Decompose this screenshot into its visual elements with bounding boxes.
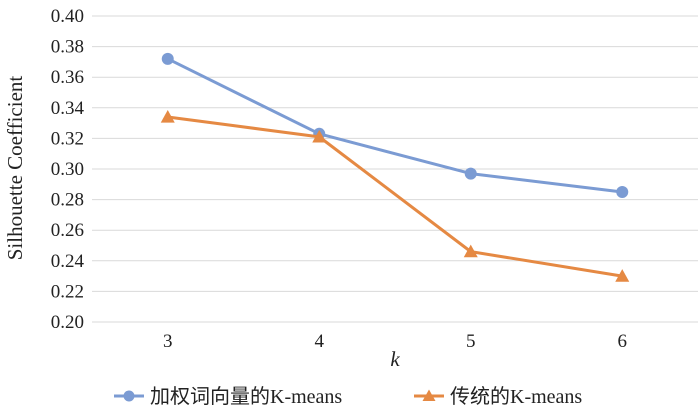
- gridlines: [92, 15, 698, 323]
- data-point-circle: [161, 52, 174, 65]
- y-tick-label: 0.28: [51, 190, 84, 211]
- x-tick-label: 3: [163, 331, 173, 352]
- legend-label-series-2: 传统的K-means: [450, 385, 582, 408]
- y-tick-label: 0.26: [51, 220, 84, 241]
- x-tick-label: 5: [466, 331, 476, 352]
- y-tick-labels: 0.20 0.22 0.24 0.26 0.28 0.30 0.32 0.34 0.36 0.38…: [51, 6, 85, 333]
- x-tick-label: 6: [618, 331, 628, 352]
- series-line-2: [167, 115, 623, 278]
- y-tick-label: 0.32: [51, 128, 84, 149]
- y-tick-label: 0.40: [51, 6, 84, 27]
- data-point-circle: [616, 185, 629, 198]
- y-tick-label: 0.38: [51, 37, 84, 58]
- legend-label-series-1: 加权词向量的K-means: [150, 385, 342, 408]
- legend-item-series-1: 加权词向量的K-means: [114, 385, 342, 408]
- y-tick-label: 0.30: [51, 159, 84, 180]
- series-lines: [160, 52, 630, 282]
- y-tick-label: 0.22: [51, 281, 84, 302]
- legend-item-series-2: 传统的K-means: [414, 385, 582, 408]
- legend-marker-circle-icon: [123, 390, 135, 402]
- y-tick-label: 0.20: [51, 312, 84, 333]
- legend: 加权词向量的K-means 传统的K-means: [114, 385, 582, 408]
- data-point-triangle: [615, 269, 630, 282]
- series-line-1: [167, 57, 623, 194]
- data-point-triangle: [312, 129, 327, 143]
- x-tick-labels: 3 4 5 6: [163, 331, 627, 352]
- legend-marker-triangle-icon: [422, 389, 436, 401]
- y-tick-label: 0.36: [51, 67, 84, 88]
- data-point-triangle: [463, 244, 478, 258]
- y-tick-label: 0.24: [51, 251, 85, 272]
- x-axis-title: k: [390, 347, 400, 371]
- y-tick-label: 0.34: [51, 98, 85, 119]
- y-axis-title: Silhouette Coefficient: [3, 76, 27, 261]
- data-point-triangle: [160, 109, 175, 123]
- data-point-circle: [464, 167, 477, 180]
- x-tick-label: 4: [315, 331, 325, 352]
